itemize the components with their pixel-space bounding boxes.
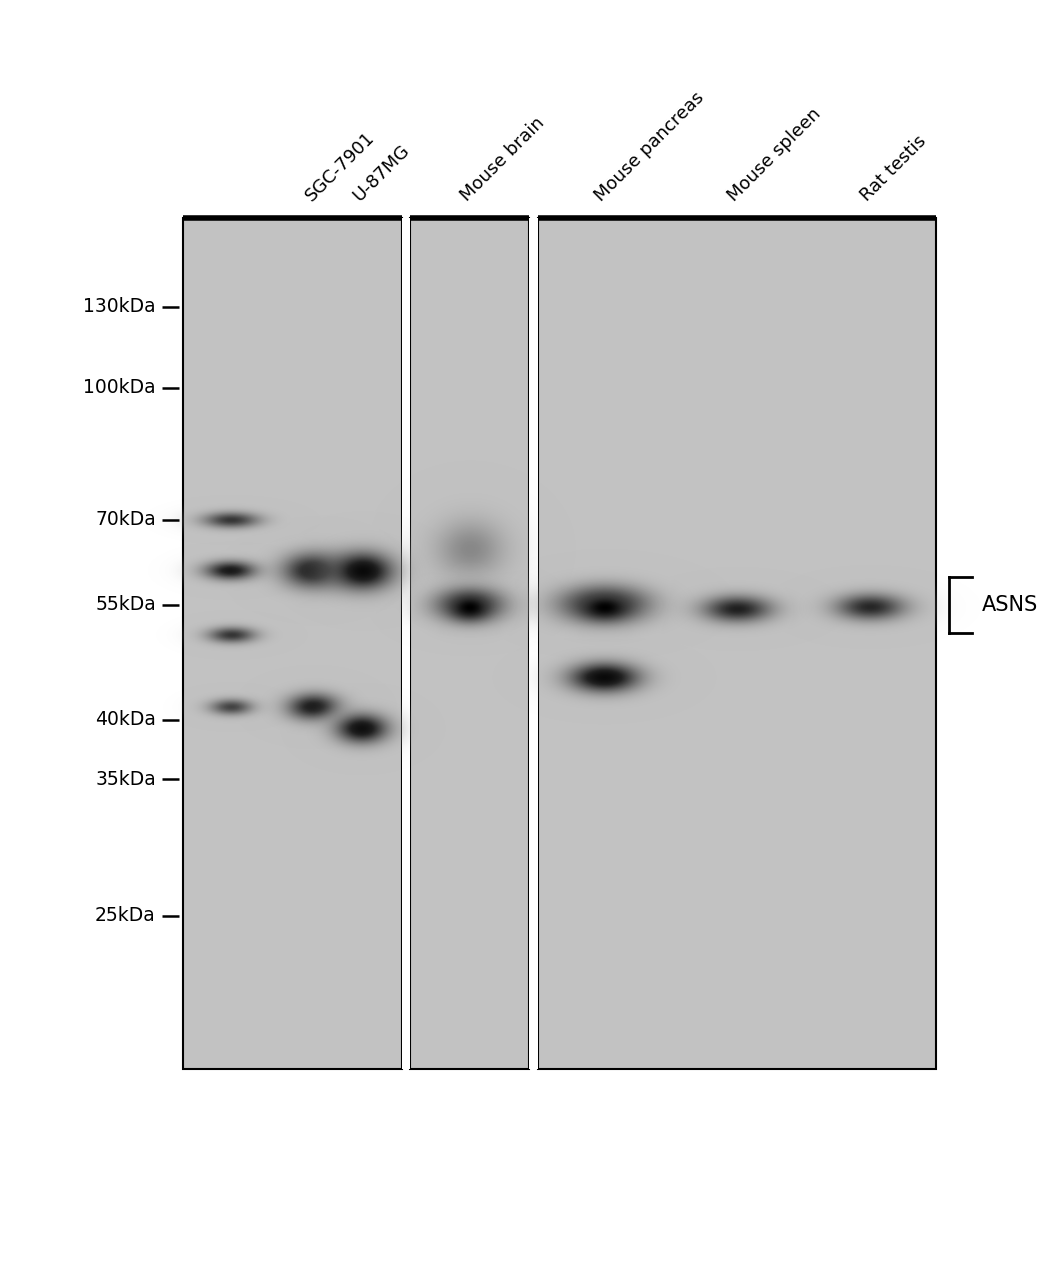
Text: Mouse brain: Mouse brain	[457, 114, 548, 205]
Bar	[183, 218, 402, 1069]
Bar	[529, 218, 538, 1069]
Text: 130kDa: 130kDa	[84, 297, 156, 316]
Text: 55kDa: 55kDa	[95, 595, 156, 614]
Bar	[538, 218, 936, 1069]
Text: ASNS: ASNS	[982, 595, 1039, 614]
Text: 70kDa: 70kDa	[95, 511, 156, 529]
Text: Mouse spleen: Mouse spleen	[724, 105, 824, 205]
Text: U-87MG: U-87MG	[349, 141, 413, 205]
Text: 100kDa: 100kDa	[84, 379, 156, 397]
Bar	[402, 218, 410, 1069]
Text: 40kDa: 40kDa	[95, 710, 156, 730]
Bar	[410, 218, 529, 1069]
Text: Mouse pancreas: Mouse pancreas	[591, 88, 708, 205]
Text: Rat testis: Rat testis	[857, 132, 930, 205]
Text: 35kDa: 35kDa	[95, 769, 156, 788]
Text: 25kDa: 25kDa	[95, 906, 156, 925]
Text: SGC-7901: SGC-7901	[301, 128, 378, 205]
